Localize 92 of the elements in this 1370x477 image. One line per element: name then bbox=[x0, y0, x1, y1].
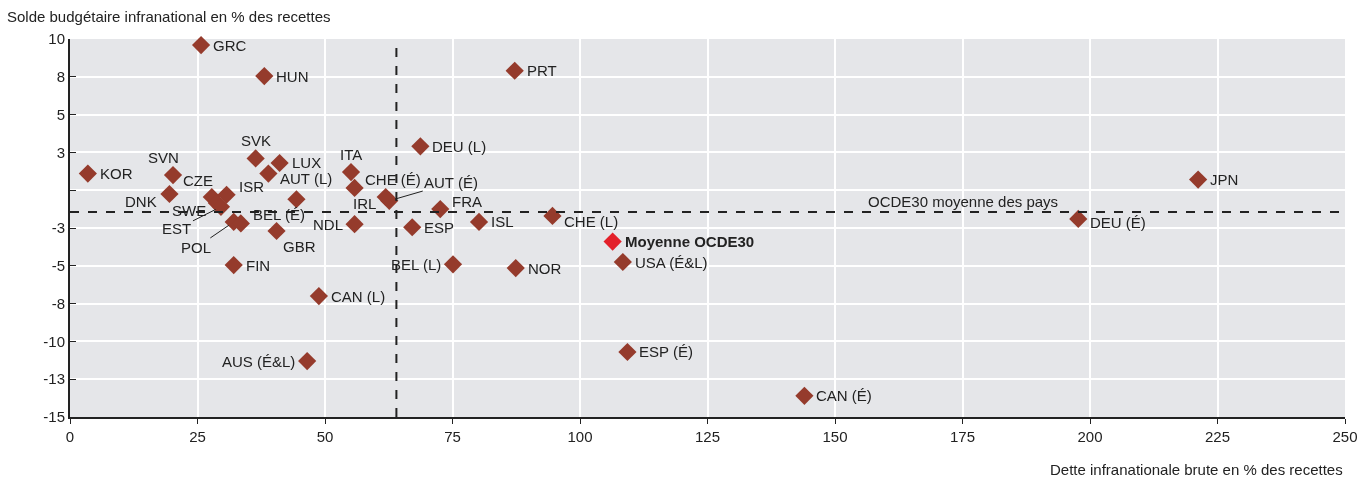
point bbox=[270, 153, 289, 173]
point bbox=[1189, 170, 1208, 189]
x-tick-label: 150 bbox=[822, 428, 848, 445]
series-label: AUS (É&L) bbox=[222, 353, 296, 370]
y-tick-label: -8 bbox=[51, 294, 65, 312]
x-tick-label: 175 bbox=[949, 428, 976, 445]
series-label: Moyenne OCDE30 bbox=[625, 233, 755, 250]
x-tick-label: 0 bbox=[65, 428, 75, 445]
y-tick-label: 5 bbox=[56, 105, 65, 123]
series-label: CHE (L) bbox=[564, 213, 619, 230]
series-label: ISL bbox=[491, 213, 514, 230]
point bbox=[217, 185, 236, 204]
y-tick-label: -3 bbox=[51, 219, 65, 237]
series-label: NDL bbox=[313, 216, 344, 233]
x-tick-label: 75 bbox=[444, 428, 461, 445]
point bbox=[411, 137, 430, 156]
point bbox=[543, 206, 562, 225]
point bbox=[224, 255, 243, 275]
y-tick-label: -15 bbox=[43, 408, 65, 426]
point bbox=[603, 232, 622, 251]
series-label: DNK bbox=[125, 193, 157, 210]
series-label: IRL bbox=[353, 195, 377, 212]
series-label: NOR bbox=[528, 260, 562, 277]
x-tick-label: 200 bbox=[1077, 428, 1103, 445]
x-tick-label: 25 bbox=[189, 428, 206, 445]
point bbox=[506, 258, 525, 278]
y-tick-label: -10 bbox=[43, 332, 65, 350]
series-label: KOR bbox=[100, 165, 133, 182]
ref-line-label: OCDE30 moyenne des pays bbox=[868, 193, 1059, 210]
point bbox=[1069, 209, 1088, 229]
series-label: AUT (L) bbox=[280, 170, 333, 187]
point bbox=[403, 218, 422, 237]
x-tick-label: 250 bbox=[1332, 428, 1358, 445]
series-label: POL bbox=[181, 239, 212, 256]
point bbox=[345, 215, 364, 234]
y-tick-label: 10 bbox=[48, 30, 65, 48]
series-label: JPN bbox=[1210, 171, 1239, 188]
series-label: ITA bbox=[340, 146, 363, 163]
point bbox=[259, 164, 278, 183]
point bbox=[287, 190, 306, 209]
point bbox=[211, 197, 231, 216]
point bbox=[795, 386, 814, 405]
point bbox=[163, 165, 183, 185]
series-label: FIN bbox=[246, 257, 271, 274]
y-tick-label: 8 bbox=[56, 68, 65, 86]
series-label: DEU (L) bbox=[432, 138, 487, 155]
series-label: SVK bbox=[241, 132, 272, 149]
series-label: BEL (L) bbox=[391, 256, 442, 273]
point bbox=[267, 221, 286, 241]
point bbox=[298, 351, 317, 371]
series-label: AUT (É) bbox=[424, 174, 478, 191]
point bbox=[443, 255, 463, 274]
y-tick-label: -5 bbox=[51, 257, 65, 275]
series-label: EST bbox=[162, 220, 192, 237]
series-label: FRA bbox=[452, 193, 482, 210]
point bbox=[309, 286, 328, 306]
point bbox=[505, 61, 524, 80]
series-label: HUN bbox=[276, 68, 309, 85]
series-label: ISR bbox=[239, 178, 265, 195]
series-label: GRC bbox=[213, 37, 247, 54]
point bbox=[618, 342, 637, 362]
series-label: CAN (L) bbox=[331, 288, 386, 305]
x-tick-label: 50 bbox=[316, 428, 334, 445]
y-axis-title: Solde budgétaire infranational en % des recettes bbox=[7, 8, 331, 25]
series-label: PRT bbox=[527, 62, 557, 79]
point bbox=[191, 35, 211, 55]
series-label: GBR bbox=[283, 238, 316, 255]
x-tick-label: 100 bbox=[567, 428, 593, 445]
point bbox=[345, 178, 364, 198]
series-label: SVN bbox=[148, 149, 179, 166]
point bbox=[380, 191, 399, 210]
series-label: LUX bbox=[292, 154, 322, 171]
point bbox=[431, 200, 450, 219]
series-label: ESP bbox=[424, 219, 455, 236]
y-tick-label: -13 bbox=[43, 370, 65, 388]
series-label: USA (É&L) bbox=[635, 254, 708, 271]
point bbox=[613, 252, 632, 272]
point bbox=[246, 149, 265, 168]
x-tick-label: 125 bbox=[694, 428, 721, 445]
series-label: DEU (É) bbox=[1090, 214, 1146, 231]
x-axis-title: Dette infranationale brute en % des recettes bbox=[1050, 461, 1343, 477]
y-tick-label: 3 bbox=[56, 143, 65, 161]
point bbox=[255, 66, 274, 86]
point bbox=[160, 184, 179, 204]
point bbox=[341, 162, 361, 182]
point bbox=[469, 212, 489, 232]
series-label: CHE (É) bbox=[365, 171, 421, 188]
series-label: CAN (É) bbox=[816, 387, 872, 404]
x-tick-label: 225 bbox=[1204, 428, 1231, 445]
series-label: ESP (É) bbox=[639, 343, 693, 360]
series-label: CZE bbox=[183, 172, 213, 189]
point bbox=[78, 164, 97, 183]
